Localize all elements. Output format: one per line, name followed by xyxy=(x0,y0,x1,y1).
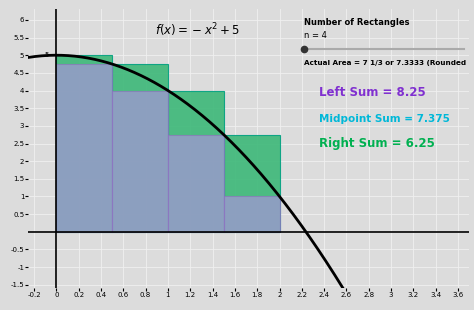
Bar xyxy=(112,91,168,232)
Bar xyxy=(168,91,224,232)
Text: $f(x) = -x^2 + 5$: $f(x) = -x^2 + 5$ xyxy=(155,22,239,39)
Bar xyxy=(112,64,168,232)
Text: 5: 5 xyxy=(44,52,48,58)
Text: Left Sum = 8.25: Left Sum = 8.25 xyxy=(319,86,425,99)
Text: n = 4: n = 4 xyxy=(304,31,327,40)
Text: Midpoint Sum = 7.375: Midpoint Sum = 7.375 xyxy=(319,114,449,124)
Bar xyxy=(56,55,112,232)
Text: Right Sum = 6.25: Right Sum = 6.25 xyxy=(319,137,435,150)
Bar xyxy=(56,64,112,232)
Bar xyxy=(224,135,280,232)
Text: Actual Area = 7 1/3 or 7.3333 (Rounded: Actual Area = 7 1/3 or 7.3333 (Rounded xyxy=(304,60,466,66)
Text: Number of Rectangles: Number of Rectangles xyxy=(304,18,410,27)
Bar xyxy=(224,197,280,232)
Bar xyxy=(168,135,224,232)
